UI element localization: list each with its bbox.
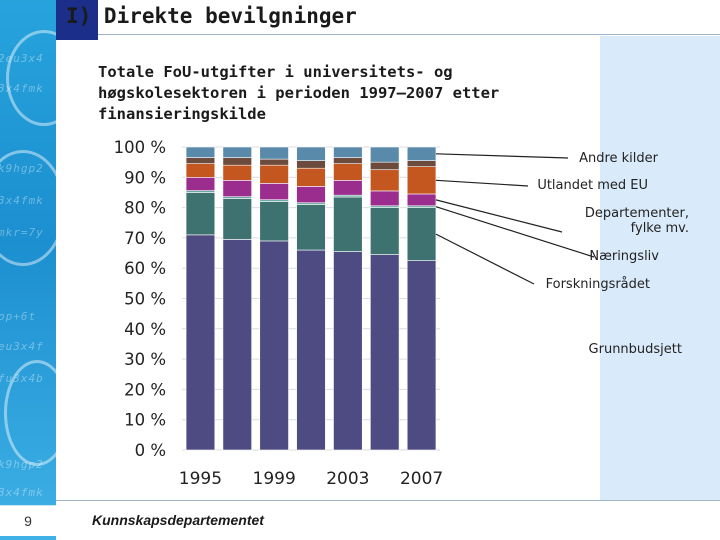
sidebar-pattern-text: fu3x4b	[0, 372, 44, 385]
y-tick-label: 60 %	[124, 259, 166, 278]
annotation-leader-line	[435, 179, 529, 187]
stacked-bar-chart: 0 % 10 % 20 % 30 % 40 % 50 % 60 % 70 % 80 % 90 % 1…	[114, 138, 444, 489]
sidebar-pattern-text: k9hgp2	[0, 162, 44, 175]
bar-segment	[222, 239, 252, 451]
bar-segment	[259, 201, 289, 242]
sidebar-pattern-text: 3x4fmk	[0, 194, 44, 207]
y-tick-label: 20 %	[124, 380, 166, 399]
bar-segment	[333, 251, 363, 451]
annotation-leader-line	[435, 206, 595, 258]
bar-segment	[185, 234, 216, 451]
y-tick-label: 30 %	[124, 350, 166, 369]
bar-segment	[259, 240, 289, 451]
y-tick-label: 40 %	[124, 320, 166, 339]
page-number: 9	[0, 505, 56, 536]
sidebar-pattern-text: op+6t	[0, 310, 37, 323]
annotation-leader-line	[435, 233, 535, 285]
sidebar-pattern-text: 3x4fmk	[0, 82, 44, 95]
bar-segment	[185, 146, 216, 158]
page-title: I) Direkte bevilgninger	[66, 4, 357, 28]
bar-segment	[259, 146, 289, 160]
y-axis-ticks: 0 % 10 % 20 % 30 % 40 % 50 % 60 % 70 % 80 % 90 % 1…	[114, 138, 166, 460]
y-tick-label: 0 %	[135, 441, 166, 460]
y-tick-label: 100 %	[114, 138, 166, 157]
footer-organization: Kunnskapsdepartementet	[92, 512, 264, 528]
x-tick-label: 1999	[253, 469, 296, 489]
annotation-naeringsliv: Næringsliv	[589, 249, 659, 264]
chart-bars	[185, 146, 437, 451]
x-tick-label: 2007	[400, 469, 443, 489]
bar-segment	[222, 146, 252, 158]
annotation-forskningsradet: Forskningsrådet	[545, 277, 650, 292]
sidebar-pattern-text: mkr=7y	[0, 226, 44, 239]
title-accent-block	[56, 0, 98, 40]
sidebar-pattern-text: 3x4fmk	[0, 486, 44, 499]
right-accent-panel	[600, 36, 720, 500]
annotation-departementer: Departementer, fylke mv.	[584, 206, 689, 236]
y-tick-label: 80 %	[124, 199, 166, 218]
footer-divider	[56, 500, 720, 501]
annotation-grunnbudsjett: Grunnbudsjett	[588, 342, 682, 357]
title-divider	[98, 34, 720, 35]
bar-segment	[222, 198, 252, 240]
bar-segment	[296, 204, 326, 251]
bar-segment	[333, 146, 363, 158]
y-tick-label: 90 %	[124, 168, 166, 187]
y-tick-label: 50 %	[124, 290, 166, 309]
annotation-leader-line	[435, 199, 563, 233]
bar-segment	[370, 146, 400, 163]
sidebar-pattern-text: k9hgp2	[0, 458, 44, 471]
x-axis-ticks: 1995 1999 2003 2007	[179, 469, 443, 489]
bar-segment	[406, 260, 437, 451]
annotation-leader-line	[435, 153, 569, 159]
bar-segment	[406, 166, 437, 195]
x-tick-label: 2003	[326, 469, 369, 489]
annotation-andre-kilder: Andre kilder	[579, 151, 658, 166]
x-tick-label: 1995	[179, 469, 222, 489]
bar-segment	[333, 196, 363, 252]
swirl-decoration	[4, 360, 56, 466]
bar-segment	[370, 254, 400, 451]
sidebar-decoration: 2eu3x4 3x4fmk k9hgp2 3x4fmk mkr=7y op+6t…	[0, 0, 56, 540]
swirl-decoration	[0, 150, 56, 266]
y-tick-label: 70 %	[124, 229, 166, 248]
y-tick-label: 10 %	[124, 411, 166, 430]
bar-segment	[370, 207, 400, 255]
bar-segment	[185, 192, 216, 236]
chart-title: Totale FoU-utgifter i universitets- og h…	[98, 63, 500, 123]
sidebar-pattern-text: 2eu3x4	[0, 52, 44, 65]
sidebar-pattern-text: eu3x4f	[0, 340, 44, 353]
annotation-utlandet-med-eu: Utlandet med EU	[537, 178, 648, 193]
bar-segment	[296, 146, 326, 161]
